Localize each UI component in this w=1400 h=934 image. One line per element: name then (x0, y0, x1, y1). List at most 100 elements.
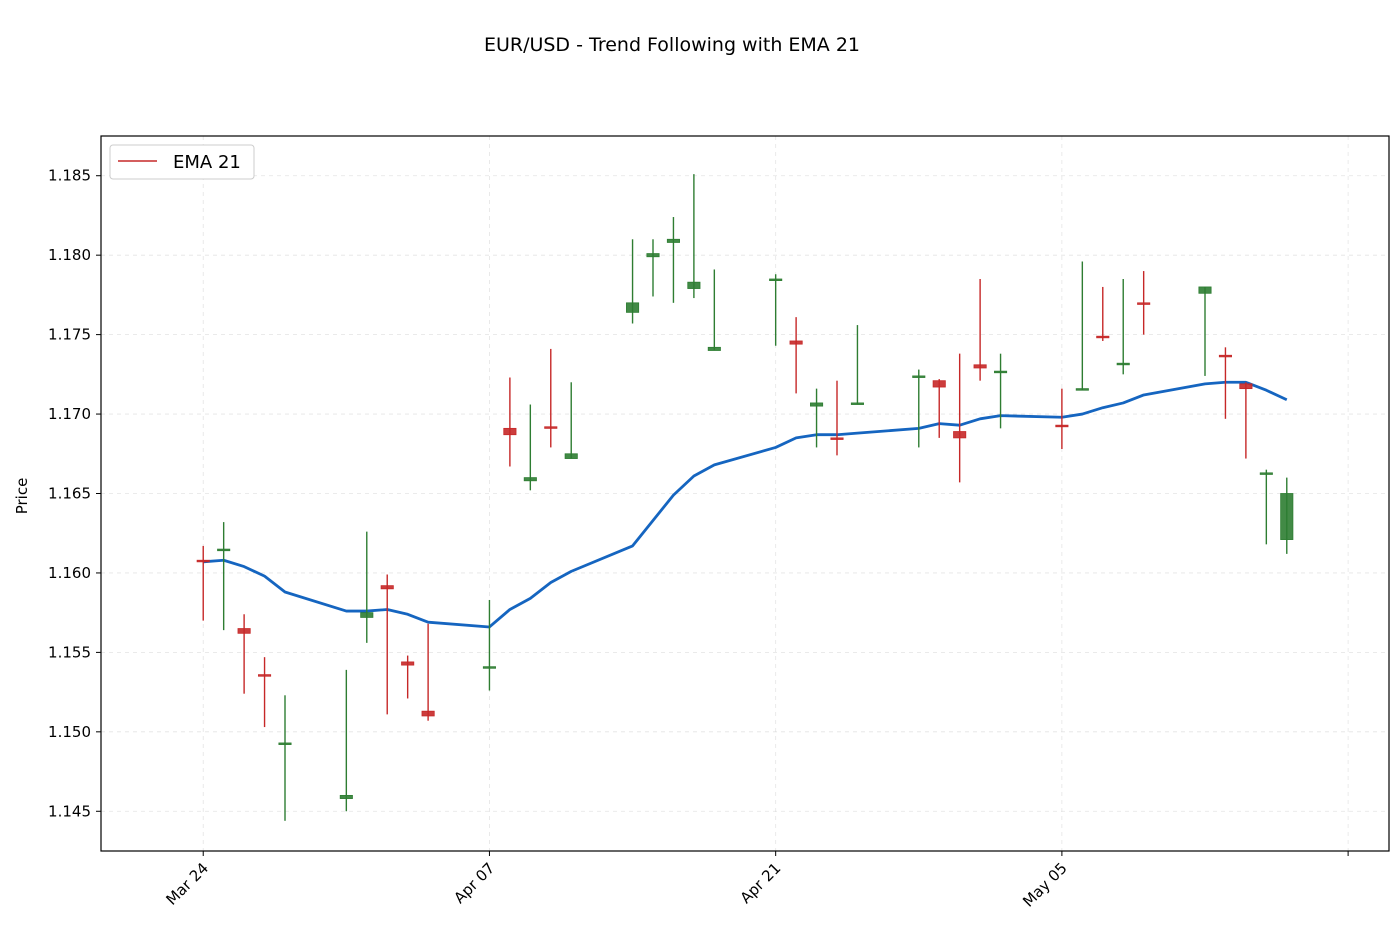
candle (646, 239, 660, 297)
candle-body (196, 559, 210, 563)
candle-body (912, 375, 926, 378)
ema-line (203, 380, 1288, 629)
x-tick-label: Apr 21 (737, 859, 785, 907)
candle (810, 388, 824, 448)
legend: EMA 21 (109, 144, 255, 180)
candle (237, 614, 251, 694)
candle (932, 379, 946, 438)
candle-body (666, 238, 680, 243)
candles (196, 174, 1294, 821)
y-axis-label: Price (13, 478, 31, 515)
candle-body (523, 477, 537, 482)
x-tick-label: May 05 (1019, 859, 1071, 911)
y-tick-label: 1.185 (48, 167, 91, 185)
candle (1055, 388, 1069, 450)
legend-box (109, 144, 255, 180)
y-tick-label: 1.155 (48, 643, 91, 661)
candle-body (503, 427, 517, 436)
candle (912, 369, 926, 448)
candle (482, 599, 496, 691)
y-tick-label: 1.180 (48, 246, 91, 264)
candle (707, 269, 721, 351)
candle (1239, 382, 1253, 459)
candle-body (1096, 335, 1110, 339)
candle-body (994, 370, 1008, 374)
y-axis: 1.145 1.150 1.155 1.160 1.165 1.170 1.175 1.180… (48, 167, 101, 820)
candle-body (769, 278, 783, 282)
candle (666, 217, 680, 303)
candle (217, 522, 231, 631)
candle (830, 380, 844, 456)
candle-body (932, 380, 946, 388)
candle-body (564, 453, 578, 459)
candle (503, 377, 517, 467)
ema-line-layer (203, 380, 1288, 629)
candle-body (1280, 493, 1294, 540)
candle (339, 669, 353, 812)
candle (994, 353, 1008, 429)
x-tick-label: Apr 07 (450, 859, 498, 907)
candle-body (830, 437, 844, 440)
candle-body (1116, 362, 1130, 366)
y-tick-label: 1.165 (48, 485, 91, 503)
candle-body (707, 346, 721, 351)
candle (1075, 261, 1089, 391)
candle-body (1218, 354, 1232, 358)
candle (1280, 477, 1294, 554)
candle (360, 531, 374, 643)
candle (401, 655, 415, 699)
candle (1137, 271, 1151, 335)
candle-body (217, 548, 231, 552)
candle (196, 545, 210, 621)
y-tick-label: 1.175 (48, 326, 91, 344)
candle (523, 404, 537, 491)
candle-body (810, 402, 824, 407)
candle-body (626, 302, 640, 313)
candle-body (789, 340, 803, 345)
candle-body (278, 742, 292, 745)
candle-body (646, 253, 660, 258)
y-tick-label: 1.150 (48, 723, 91, 741)
x-tick-label: Mar 24 (162, 859, 212, 909)
candle-body (1259, 472, 1273, 475)
candle-body (1075, 388, 1089, 391)
candle-body (973, 364, 987, 369)
candle-body (237, 628, 251, 634)
candle (1116, 279, 1130, 375)
candle-body (401, 661, 415, 666)
candle-body (421, 710, 435, 717)
candle-body (687, 281, 701, 289)
candle (973, 279, 987, 381)
candle (258, 657, 272, 728)
candle-body (953, 431, 967, 439)
candle (1096, 286, 1110, 341)
candle (953, 353, 967, 483)
legend-label-ema: EMA 21 (173, 152, 241, 173)
y-tick-label: 1.160 (48, 564, 91, 582)
candle (1198, 286, 1212, 376)
candle-body (1239, 383, 1253, 390)
candle (278, 695, 292, 821)
candle (1259, 469, 1273, 545)
candle (421, 623, 435, 721)
y-tick-label: 1.170 (48, 405, 91, 423)
candle (544, 348, 558, 448)
candle (1218, 347, 1232, 419)
candle-body (1055, 424, 1069, 428)
y-tick-label: 1.145 (48, 802, 91, 820)
candle-body (258, 674, 272, 677)
candle-body (360, 612, 374, 618)
chart-title: EUR/USD - Trend Following with EMA 21 (484, 34, 860, 56)
candle (850, 325, 864, 405)
candle (789, 317, 803, 394)
candle-body (850, 402, 864, 405)
candle (769, 274, 783, 346)
candle-body (1137, 302, 1151, 305)
candle-body (544, 426, 558, 429)
candle-body (339, 794, 353, 799)
candle-body (482, 666, 496, 669)
candle-body (380, 585, 394, 590)
x-axis: Mar 24 Apr 07 Apr 21 May 05 (162, 851, 1349, 911)
grid (101, 136, 1389, 851)
